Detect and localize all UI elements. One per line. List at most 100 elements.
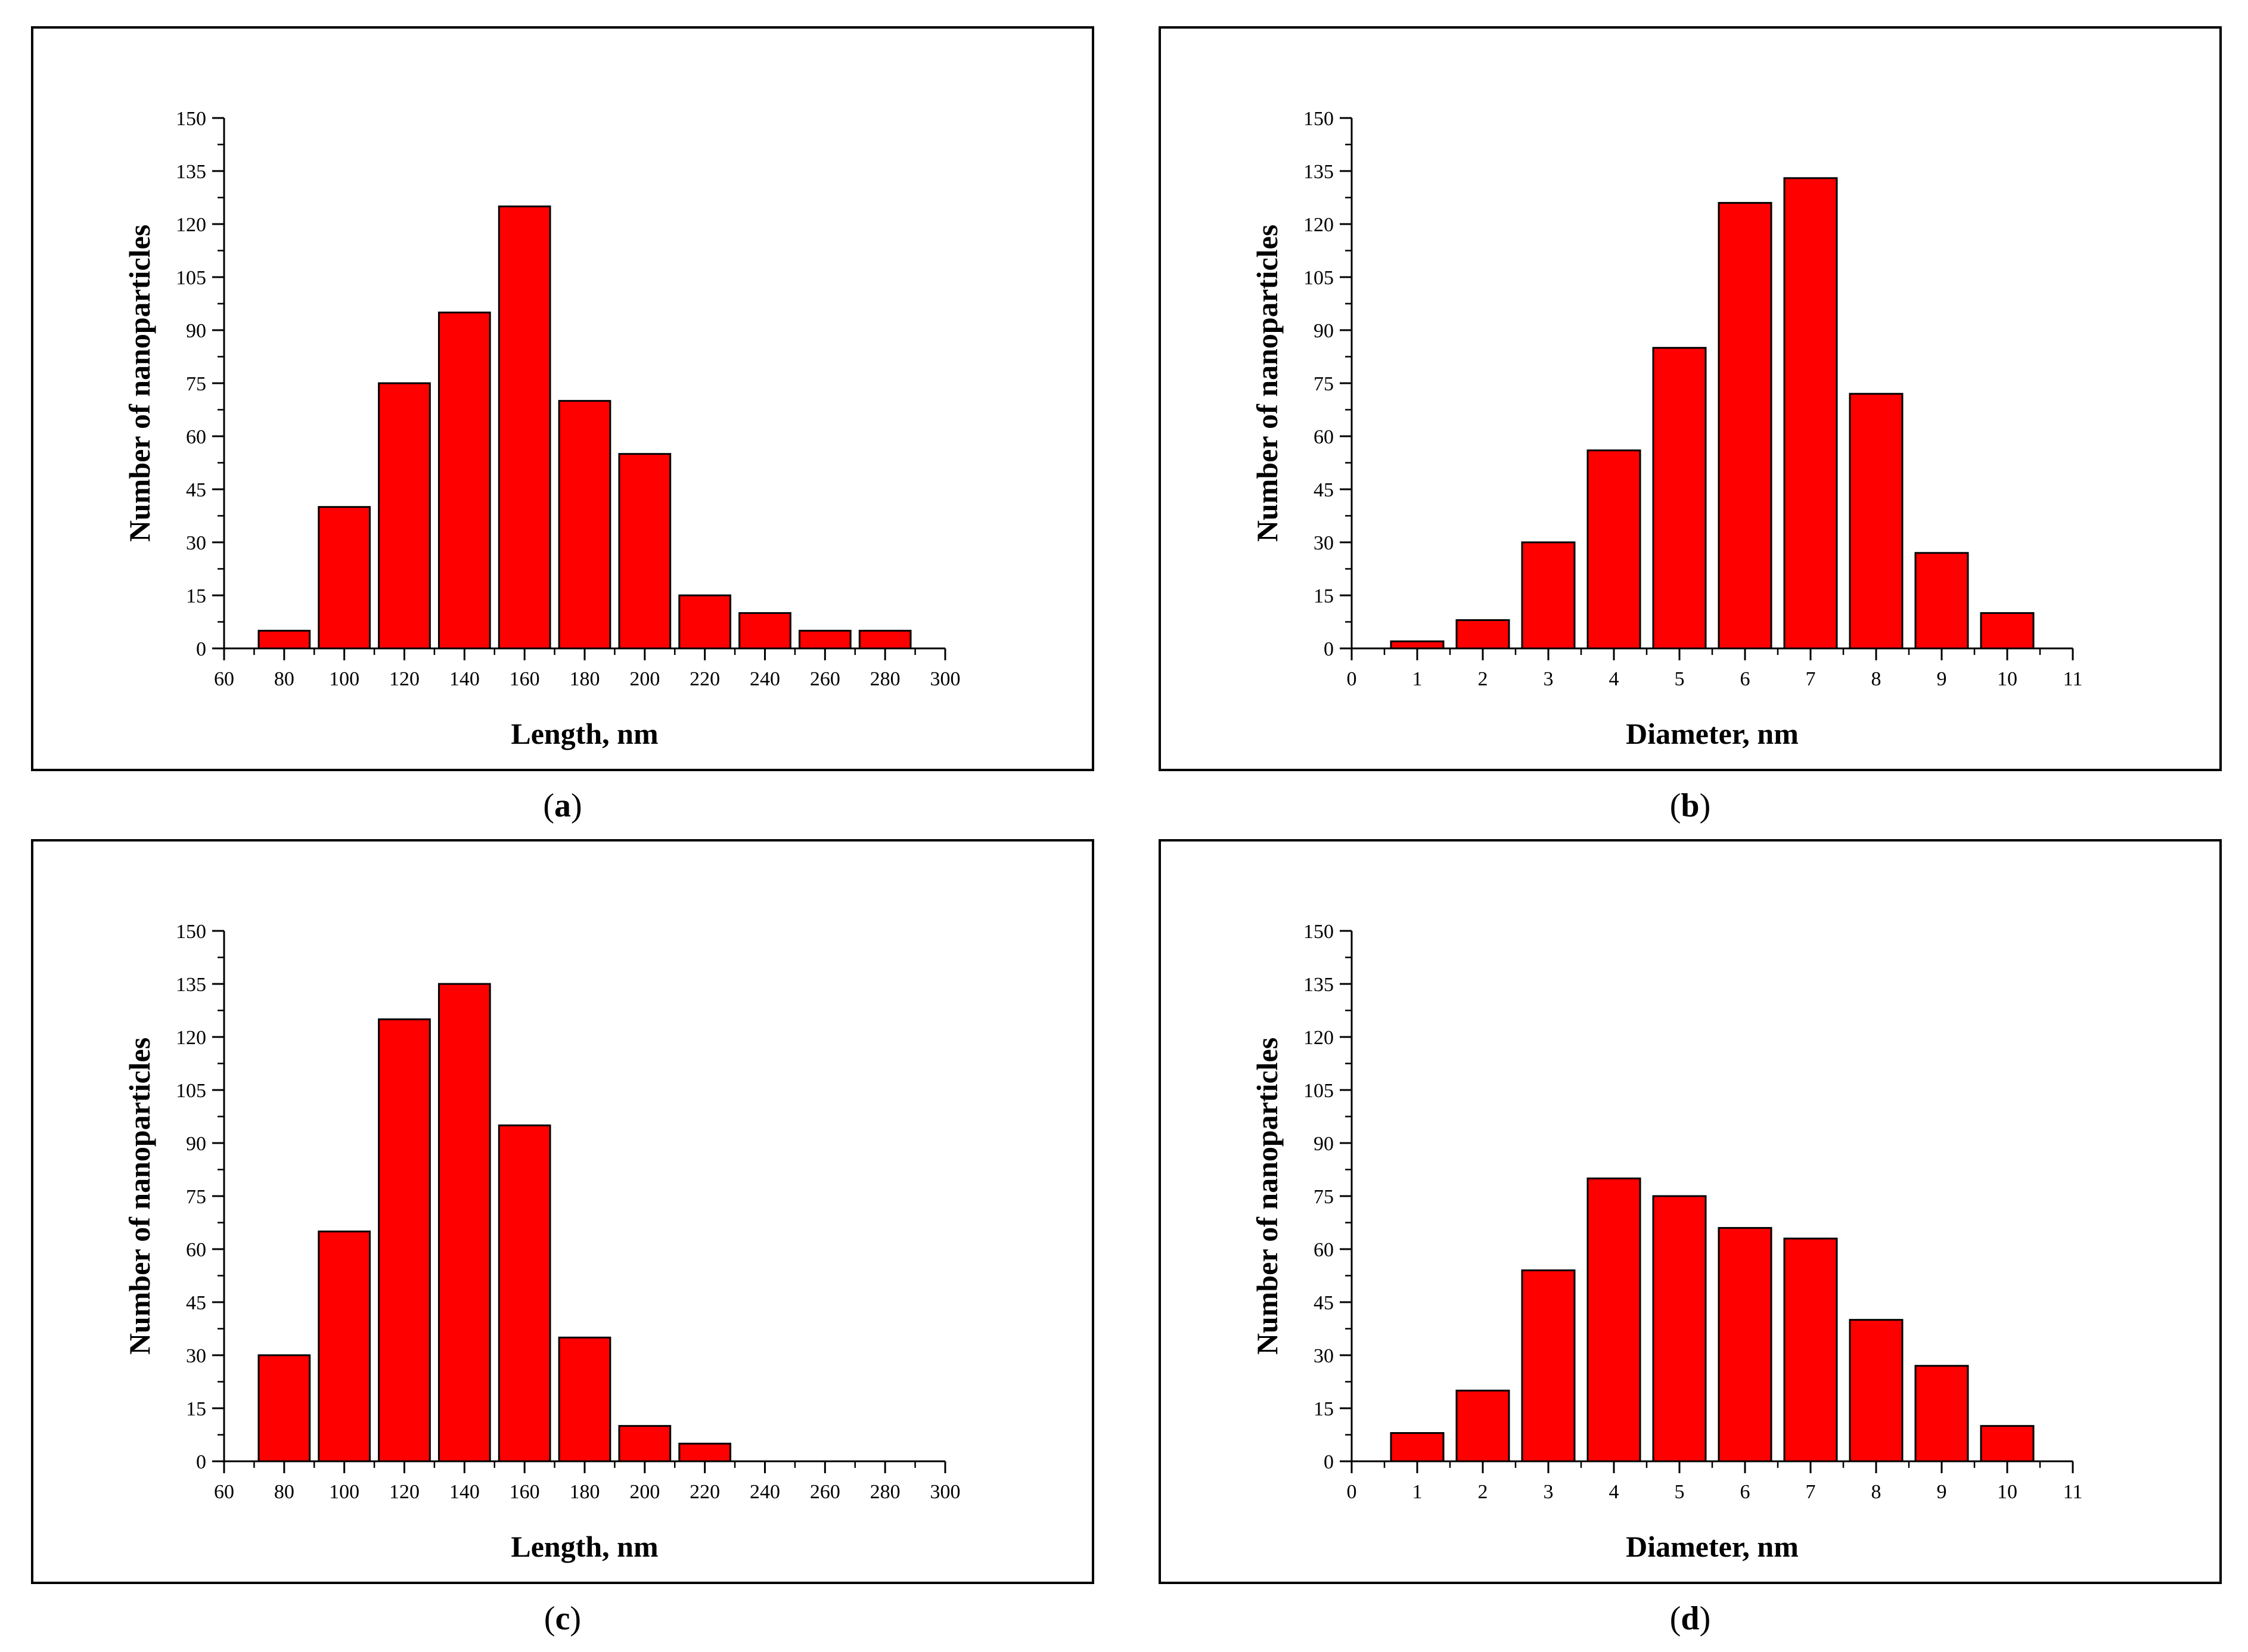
x-tick-label-c-11: 280 xyxy=(870,1481,901,1503)
y-tick-label-d-0: 0 xyxy=(1324,1451,1334,1473)
y-tick-label-d-3: 45 xyxy=(1314,1292,1334,1314)
y-tick-label-a-4: 60 xyxy=(186,426,206,448)
bar-c-3 xyxy=(437,983,491,1462)
x-tick-label-d-2: 2 xyxy=(1478,1481,1488,1503)
x-tick-label-c-9: 240 xyxy=(750,1481,780,1503)
bar-d-7 xyxy=(1849,1319,1904,1462)
bar-a-0 xyxy=(257,629,311,650)
y-tick-label-b-1: 15 xyxy=(1314,585,1334,607)
chart-panel-d: 0 15 30 45 60 75 90 105 120 135 150 0 1 2 3 4 5 6 7 8 9 10 11 D… xyxy=(1159,839,2222,1584)
y-tick-label-a-5: 75 xyxy=(186,373,206,395)
x-tick-label-a-2: 100 xyxy=(329,668,359,690)
y-tick-label-a-10: 150 xyxy=(176,108,206,130)
y-tick-label-c-2: 30 xyxy=(186,1345,206,1367)
y-tick-label-c-9: 135 xyxy=(176,974,206,996)
bar-b-5 xyxy=(1718,201,1772,650)
x-tick-label-c-8: 220 xyxy=(690,1481,720,1503)
bar-c-5 xyxy=(558,1336,611,1462)
x-tick-label-d-1: 1 xyxy=(1412,1481,1423,1503)
bar-b-1 xyxy=(1455,619,1510,650)
y-tick-label-a-1: 15 xyxy=(186,585,206,607)
y-tick-label-c-6: 90 xyxy=(186,1133,206,1155)
y-tick-label-d-9: 135 xyxy=(1303,974,1334,996)
x-tick-label-a-5: 160 xyxy=(510,668,540,690)
y-tick-label-c-4: 60 xyxy=(186,1239,206,1261)
bar-c-0 xyxy=(257,1354,311,1462)
bar-d-6 xyxy=(1783,1237,1838,1462)
chart-a-plot: 0 15 30 45 60 75 90 105 120 135 150 60 80 100 120 140 16… xyxy=(123,108,961,750)
x-tick-label-a-0: 60 xyxy=(214,668,234,690)
bar-a-10 xyxy=(858,629,912,650)
y-tick-label-a-3: 45 xyxy=(186,479,206,501)
y-tick-label-b-8: 120 xyxy=(1303,214,1334,236)
caption-b-letter: b xyxy=(1681,787,1700,824)
y-tick-label-b-4: 60 xyxy=(1314,426,1334,448)
x-tick-label-b-7: 7 xyxy=(1806,668,1816,690)
x-tick-label-c-6: 180 xyxy=(570,1481,600,1503)
y-tick-label-a-2: 30 xyxy=(186,532,206,554)
y-tick-label-b-5: 75 xyxy=(1314,373,1334,395)
bar-d-2 xyxy=(1521,1269,1576,1462)
x-tick-label-a-1: 80 xyxy=(274,668,294,690)
chart-c-plot: 0 15 30 45 60 75 90 105 120 135 150 60 80 100 120 140 16… xyxy=(123,921,961,1563)
caption-a-letter: a xyxy=(554,787,571,824)
x-tick-label-c-5: 160 xyxy=(510,1481,540,1503)
bar-c-6 xyxy=(618,1425,672,1462)
y-tick-label-c-0: 0 xyxy=(196,1451,206,1473)
y-tick-label-b-10: 150 xyxy=(1303,108,1334,130)
x-axis-title-d: Diameter, nm xyxy=(1626,1530,1799,1563)
caption-d: (d) xyxy=(1669,1600,1711,1637)
x-tick-label-b-6: 6 xyxy=(1740,668,1750,690)
caption-d-letter: d xyxy=(1681,1600,1700,1637)
x-tick-label-d-6: 6 xyxy=(1740,1481,1750,1503)
x-tick-label-d-5: 5 xyxy=(1675,1481,1685,1503)
bar-a-3 xyxy=(437,311,491,650)
bar-a-5 xyxy=(558,400,611,650)
x-tick-label-c-0: 60 xyxy=(214,1481,234,1503)
bar-b-2 xyxy=(1521,541,1576,650)
y-tick-label-d-10: 150 xyxy=(1303,921,1334,943)
chart-panel-a: 0 15 30 45 60 75 90 105 120 135 150 60 80 100 120 140 16… xyxy=(31,26,1094,771)
y-tick-label-c-10: 150 xyxy=(176,921,206,943)
y-tick-label-a-9: 135 xyxy=(176,161,206,183)
bar-d-1 xyxy=(1455,1389,1510,1462)
x-tick-label-b-10: 10 xyxy=(1997,668,2017,690)
x-tick-label-a-12: 300 xyxy=(930,668,961,690)
y-tick-label-c-7: 105 xyxy=(176,1080,206,1102)
y-tick-label-d-4: 60 xyxy=(1314,1239,1334,1261)
y-tick-label-a-8: 120 xyxy=(176,214,206,236)
bar-b-6 xyxy=(1783,177,1838,650)
y-tick-label-d-6: 90 xyxy=(1314,1133,1334,1155)
bar-c-7 xyxy=(678,1442,732,1462)
x-tick-label-a-11: 280 xyxy=(870,668,901,690)
y-axis-title-b: Number of nanoparticles xyxy=(1250,225,1284,542)
x-tick-label-c-3: 120 xyxy=(389,1481,420,1503)
caption-c: (c) xyxy=(544,1600,582,1637)
x-tick-label-c-10: 260 xyxy=(810,1481,840,1503)
bar-d-5 xyxy=(1718,1226,1772,1462)
bar-a-9 xyxy=(798,629,852,650)
bar-b-9 xyxy=(1980,612,2035,650)
x-tick-label-b-4: 4 xyxy=(1609,668,1619,690)
y-tick-label-d-5: 75 xyxy=(1314,1186,1334,1208)
bar-b-7 xyxy=(1849,393,1904,650)
y-tick-label-b-9: 135 xyxy=(1303,161,1334,183)
y-tick-label-a-0: 0 xyxy=(196,638,206,660)
x-tick-label-b-0: 0 xyxy=(1347,668,1357,690)
chart-panel-b: 0 15 30 45 60 75 90 105 120 135 150 0 1 2 3 4 5 6 7 8 9 10 11 D… xyxy=(1159,26,2222,771)
x-tick-label-d-4: 4 xyxy=(1609,1481,1619,1503)
x-tick-label-b-8: 8 xyxy=(1871,668,1881,690)
x-tick-label-d-8: 8 xyxy=(1871,1481,1881,1503)
x-axis-title-b: Diameter, nm xyxy=(1626,717,1799,750)
x-axis-title-a: Length, nm xyxy=(511,717,658,750)
y-axis-title-a: Number of nanoparticles xyxy=(123,225,156,542)
bar-b-8 xyxy=(1914,552,1969,650)
bar-b-4 xyxy=(1652,347,1707,650)
x-tick-label-d-7: 7 xyxy=(1806,1481,1816,1503)
bar-d-0 xyxy=(1390,1432,1445,1462)
bar-c-4 xyxy=(498,1124,551,1462)
y-tick-label-b-6: 90 xyxy=(1314,320,1334,342)
x-tick-label-b-3: 3 xyxy=(1544,668,1554,690)
